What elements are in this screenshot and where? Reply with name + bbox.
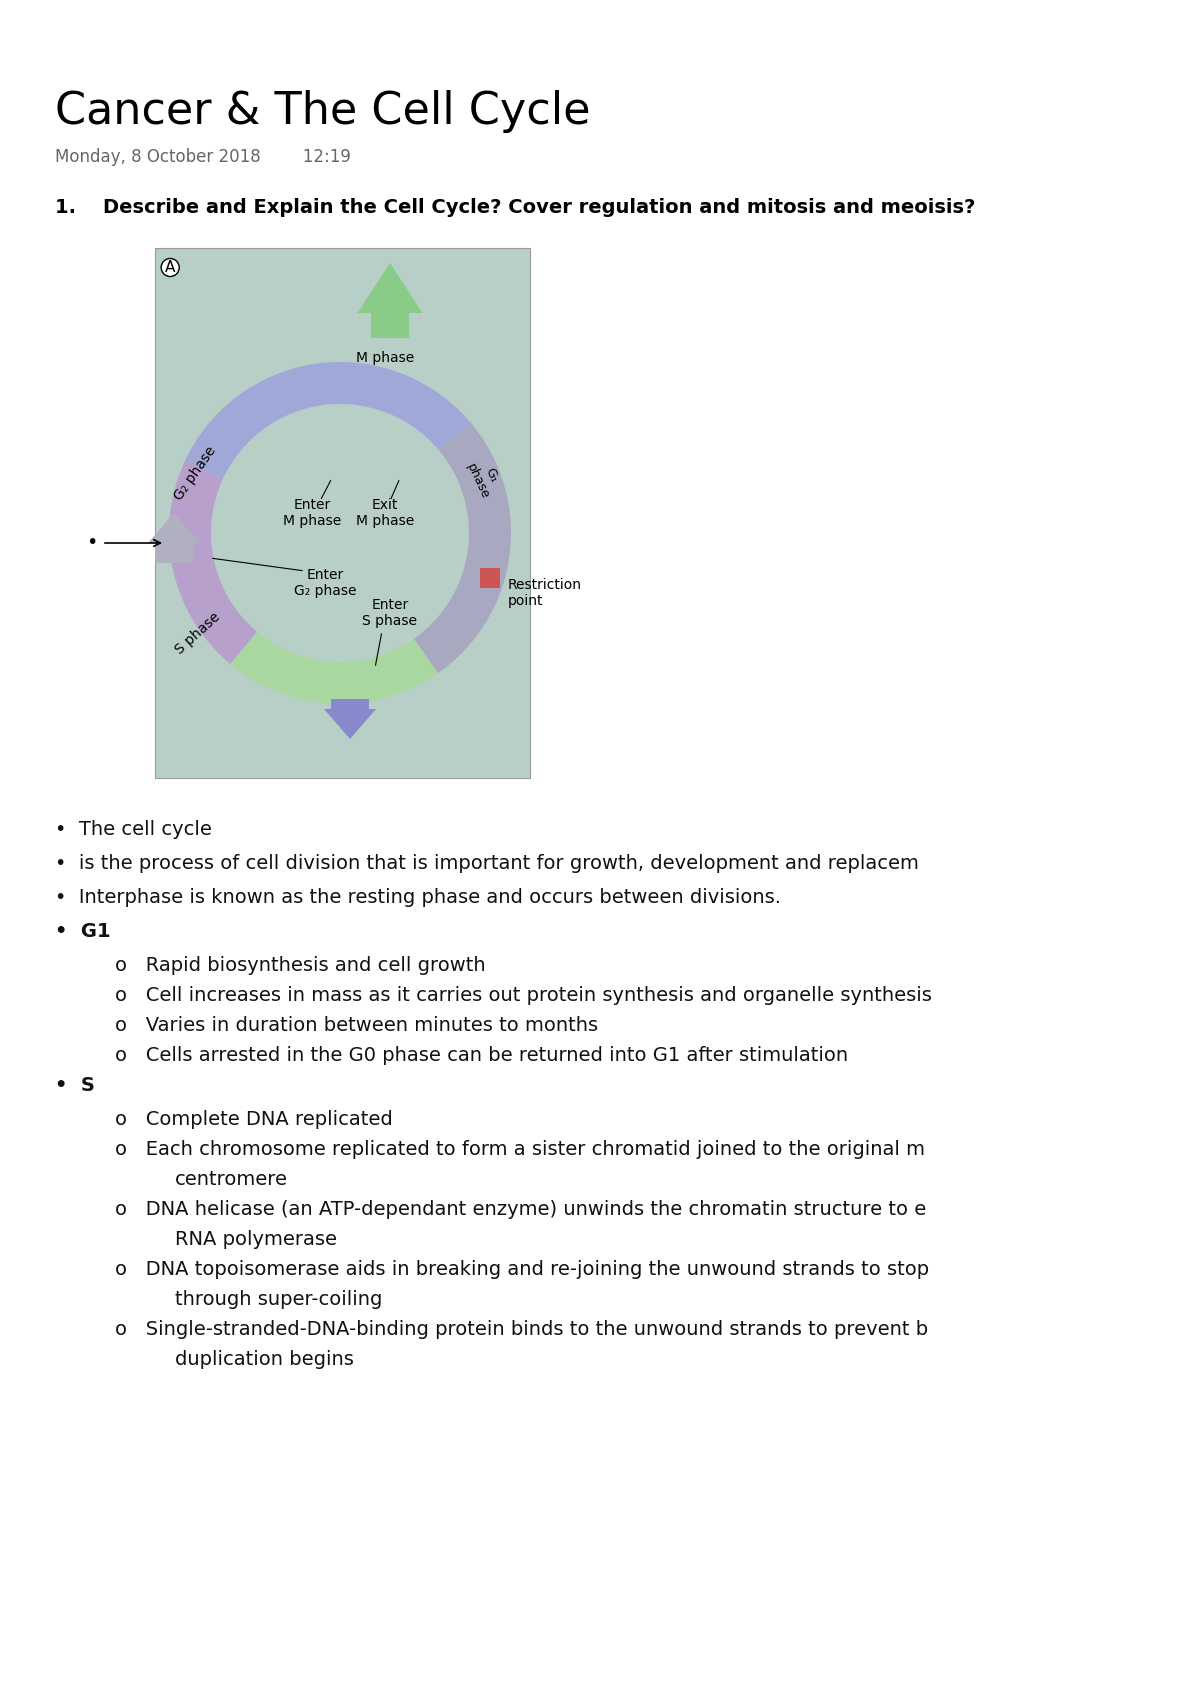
Text: Exit
M phase: Exit M phase: [356, 498, 414, 528]
Text: centromere: centromere: [175, 1170, 288, 1189]
Text: o   Cell increases in mass as it carries out protein synthesis and organelle syn: o Cell increases in mass as it carries o…: [115, 987, 932, 1005]
Text: S phase: S phase: [173, 610, 223, 657]
Text: •  G1: • G1: [55, 922, 110, 941]
Text: o   Cells arrested in the G0 phase can be returned into G1 after stimulation: o Cells arrested in the G0 phase can be …: [115, 1046, 848, 1065]
FancyArrow shape: [324, 700, 376, 739]
Text: •: •: [86, 533, 97, 552]
Text: o   Each chromosome replicated to form a sister chromatid joined to the original: o Each chromosome replicated to form a s…: [115, 1139, 925, 1160]
Circle shape: [211, 404, 469, 662]
Text: •  is the process of cell division that is important for growth, development and: • is the process of cell division that i…: [55, 854, 919, 873]
Text: •  The cell cycle: • The cell cycle: [55, 820, 212, 839]
Text: G₂ phase: G₂ phase: [172, 443, 218, 503]
Text: M phase: M phase: [356, 351, 414, 365]
Text: •  S: • S: [55, 1077, 95, 1095]
Bar: [155, 248, 530, 778]
Text: •  Interphase is known as the resting phase and occurs between divisions.: • Interphase is known as the resting pha…: [55, 888, 781, 907]
Text: duplication begins: duplication begins: [175, 1350, 354, 1369]
FancyArrow shape: [358, 263, 422, 338]
Text: G₁
phase: G₁ phase: [464, 455, 505, 501]
Text: o   Single-stranded-DNA-binding protein binds to the unwound strands to prevent : o Single-stranded-DNA-binding protein bi…: [115, 1319, 928, 1340]
Text: through super-coiling: through super-coiling: [175, 1290, 383, 1309]
Text: o   Complete DNA replicated: o Complete DNA replicated: [115, 1110, 392, 1129]
Text: Restriction
point: Restriction point: [508, 577, 582, 608]
FancyArrow shape: [148, 513, 200, 564]
Text: 1.    Describe and Explain the Cell Cycle? Cover regulation and mitosis and meoi: 1. Describe and Explain the Cell Cycle? …: [55, 199, 976, 217]
Text: RNA polymerase: RNA polymerase: [175, 1229, 337, 1250]
Text: A: A: [166, 260, 175, 275]
Text: o   Varies in duration between minutes to months: o Varies in duration between minutes to …: [115, 1015, 598, 1036]
Text: Monday, 8 October 2018        12:19: Monday, 8 October 2018 12:19: [55, 148, 350, 166]
Wedge shape: [414, 423, 511, 672]
Text: o   Rapid biosynthesis and cell growth: o Rapid biosynthesis and cell growth: [115, 956, 486, 975]
Wedge shape: [230, 632, 438, 705]
Text: o   DNA topoisomerase aids in breaking and re-joining the unwound strands to sto: o DNA topoisomerase aids in breaking and…: [115, 1260, 929, 1279]
Bar: [480, 569, 500, 588]
Text: o   DNA helicase (an ATP-dependant enzyme) unwinds the chromatin structure to e: o DNA helicase (an ATP-dependant enzyme)…: [115, 1200, 926, 1219]
Text: Cancer & The Cell Cycle: Cancer & The Cell Cycle: [55, 90, 590, 132]
Wedge shape: [185, 362, 470, 479]
Text: Enter
S phase: Enter S phase: [362, 598, 418, 628]
Text: Enter
M phase: Enter M phase: [283, 498, 341, 528]
Wedge shape: [169, 460, 257, 664]
Text: Enter
G₂ phase: Enter G₂ phase: [294, 567, 356, 598]
